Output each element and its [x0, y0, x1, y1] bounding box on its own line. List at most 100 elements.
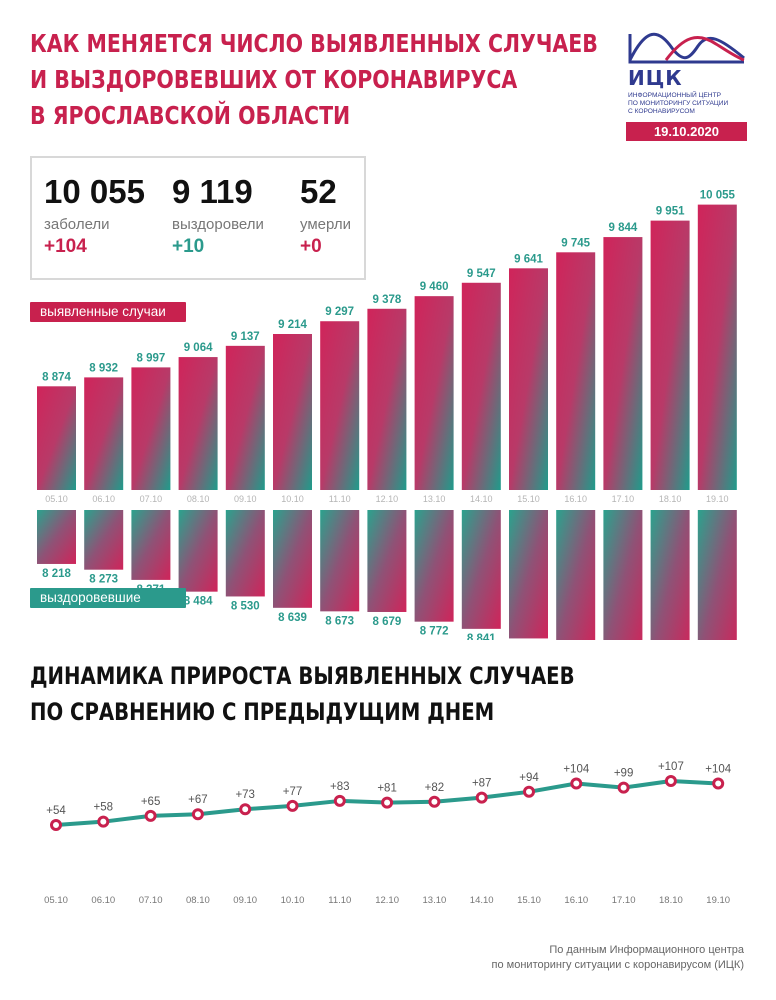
bar-recovered — [131, 510, 171, 580]
line-point-label: +87 — [472, 778, 492, 790]
bar-cases-label: 8 932 — [89, 362, 118, 374]
bar-cases — [225, 345, 265, 490]
source-line-2: по мониторингу ситуации с коронавирусом … — [491, 959, 744, 971]
bar-cases-label: 9 547 — [467, 268, 496, 280]
bar-date-tick: 05.10 — [45, 494, 68, 504]
line-point-label: +99 — [614, 768, 634, 780]
stat-sick-value: 10 055 — [44, 173, 145, 210]
bar-cases — [178, 357, 218, 490]
line-point — [475, 791, 488, 804]
bar-cases — [556, 252, 596, 490]
logo-text-line-3: С КОРОНАВИРУСОМ — [628, 108, 695, 115]
main-title-line-3: В ЯРОСЛАВСКОЙ ОБЛАСТИ — [30, 101, 351, 130]
logo-wave-icon — [628, 32, 745, 64]
bar-cases-label: 9 844 — [609, 222, 638, 234]
bar-date-tick: 08.10 — [187, 494, 210, 504]
bar-cases-label: 9 378 — [373, 294, 402, 306]
bar-date-tick: 12.10 — [376, 494, 399, 504]
bar-cases — [273, 334, 312, 490]
stat-died: 52 умерли +0 — [300, 172, 351, 259]
bar-recovered-label: 8 218 — [42, 568, 71, 580]
line-date-tick: 18.10 — [659, 895, 683, 906]
bar-chart: 8 874 05.10 8 218 8 932 06.10 8 273 8 997 07.10… — [37, 190, 737, 640]
line-point — [50, 819, 62, 831]
bar-date-tick: 07.10 — [140, 494, 163, 504]
source-line-1: По данным Информационного центра — [549, 944, 744, 956]
bar-cases-label: 9 214 — [278, 319, 307, 331]
line-chart-title-line-1: ДИНАМИКА ПРИРОСТА ВЫЯВЛЕННЫХ СЛУЧАЕВ — [30, 662, 575, 690]
summary-box: 10 055 заболели +104 9 119 выздоровели +… — [30, 156, 366, 280]
legend-recovered: выздоровевшие — [30, 588, 186, 608]
line-point — [523, 785, 535, 798]
line-date-tick: 15.10 — [517, 895, 541, 906]
line-date-tick: 17.10 — [612, 895, 636, 906]
stat-died-delta: +0 — [300, 236, 322, 257]
bar-cases — [603, 237, 643, 490]
line-point-label: +104 — [705, 764, 732, 776]
bar-cases — [37, 386, 76, 490]
bar-cases-label: 10 055 — [700, 190, 736, 202]
bar-cases-label: 9 641 — [514, 253, 543, 265]
line-date-tick: 05.10 — [44, 895, 68, 906]
stat-recovered-delta: +10 — [172, 236, 205, 257]
line-point-label: +65 — [141, 796, 161, 808]
line-point — [381, 796, 394, 809]
bar-cases-label: 8 997 — [137, 352, 166, 364]
bar-date-tick: 15.10 — [517, 494, 540, 504]
logo-abbr: ИЦК — [628, 66, 683, 90]
bar-date-tick: 06.10 — [92, 494, 115, 504]
logo-text: ИНФОРМАЦИОННЫЙ ЦЕНТР ПО МОНИТОРИНГУ СИТУ… — [628, 92, 748, 116]
bar-date-tick: 16.10 — [564, 494, 587, 504]
bar-recovered — [509, 510, 548, 639]
line-point-label: +67 — [188, 794, 208, 806]
bar-cases-label: 9 064 — [184, 342, 213, 354]
bar-recovered — [178, 510, 218, 592]
bar-recovered — [461, 510, 501, 629]
line-point — [239, 803, 252, 816]
line-point-label: +81 — [377, 783, 397, 795]
line-point-label: +94 — [519, 772, 539, 784]
bar-cases — [650, 220, 690, 490]
stat-died-value: 52 — [300, 173, 337, 210]
stat-sick-delta: +104 — [44, 236, 87, 257]
line-date-tick: 08.10 — [186, 895, 210, 906]
line-point — [712, 777, 725, 790]
line-chart-title-line-2: ПО СРАВНЕНИЮ С ПРЕДЫДУЩИМ ДНЕМ — [30, 698, 495, 726]
line-point-label: +104 — [563, 764, 590, 776]
bar-recovered — [84, 510, 124, 570]
line-point-label: +82 — [425, 782, 445, 794]
line-point-label: +77 — [283, 786, 303, 798]
stat-died-label: умерли — [300, 216, 351, 233]
line-point — [286, 799, 299, 812]
bar-cases — [320, 321, 360, 490]
stat-recovered-label: выздоровели — [172, 216, 264, 233]
bar-date-tick: 17.10 — [612, 494, 635, 504]
bar-recovered-label: 8 639 — [278, 612, 307, 624]
bar-cases — [131, 367, 171, 490]
stat-recovered: 9 119 выздоровели +10 — [172, 172, 264, 259]
bar-recovered — [556, 510, 596, 640]
bar-recovered-label: 8 679 — [373, 616, 402, 628]
line-date-tick: 06.10 — [91, 895, 115, 906]
bar-cases — [461, 282, 501, 490]
line-point — [333, 794, 346, 807]
line-date-tick: 14.10 — [470, 895, 494, 906]
bar-recovered — [37, 510, 76, 564]
bar-recovered-label: 8 530 — [231, 600, 260, 612]
line-point — [97, 815, 110, 828]
bar-recovered — [603, 510, 643, 640]
line-point-label: +107 — [658, 761, 684, 773]
line-point — [617, 781, 630, 794]
bar-cases-label: 9 745 — [561, 237, 590, 249]
bar-cases — [697, 204, 737, 490]
logo-text-line-1: ИНФОРМАЦИОННЫЙ ЦЕНТР — [628, 92, 721, 99]
bar-date-tick: 13.10 — [423, 494, 446, 504]
line-date-tick: 16.10 — [564, 895, 588, 906]
bar-recovered — [273, 510, 312, 608]
line-date-tick: 09.10 — [233, 895, 257, 906]
bar-cases — [84, 377, 124, 490]
bar-date-tick: 09.10 — [234, 494, 257, 504]
bar-cases-label: 9 137 — [231, 331, 260, 343]
line-point — [428, 795, 441, 808]
line-date-tick: 11.10 — [328, 895, 351, 906]
